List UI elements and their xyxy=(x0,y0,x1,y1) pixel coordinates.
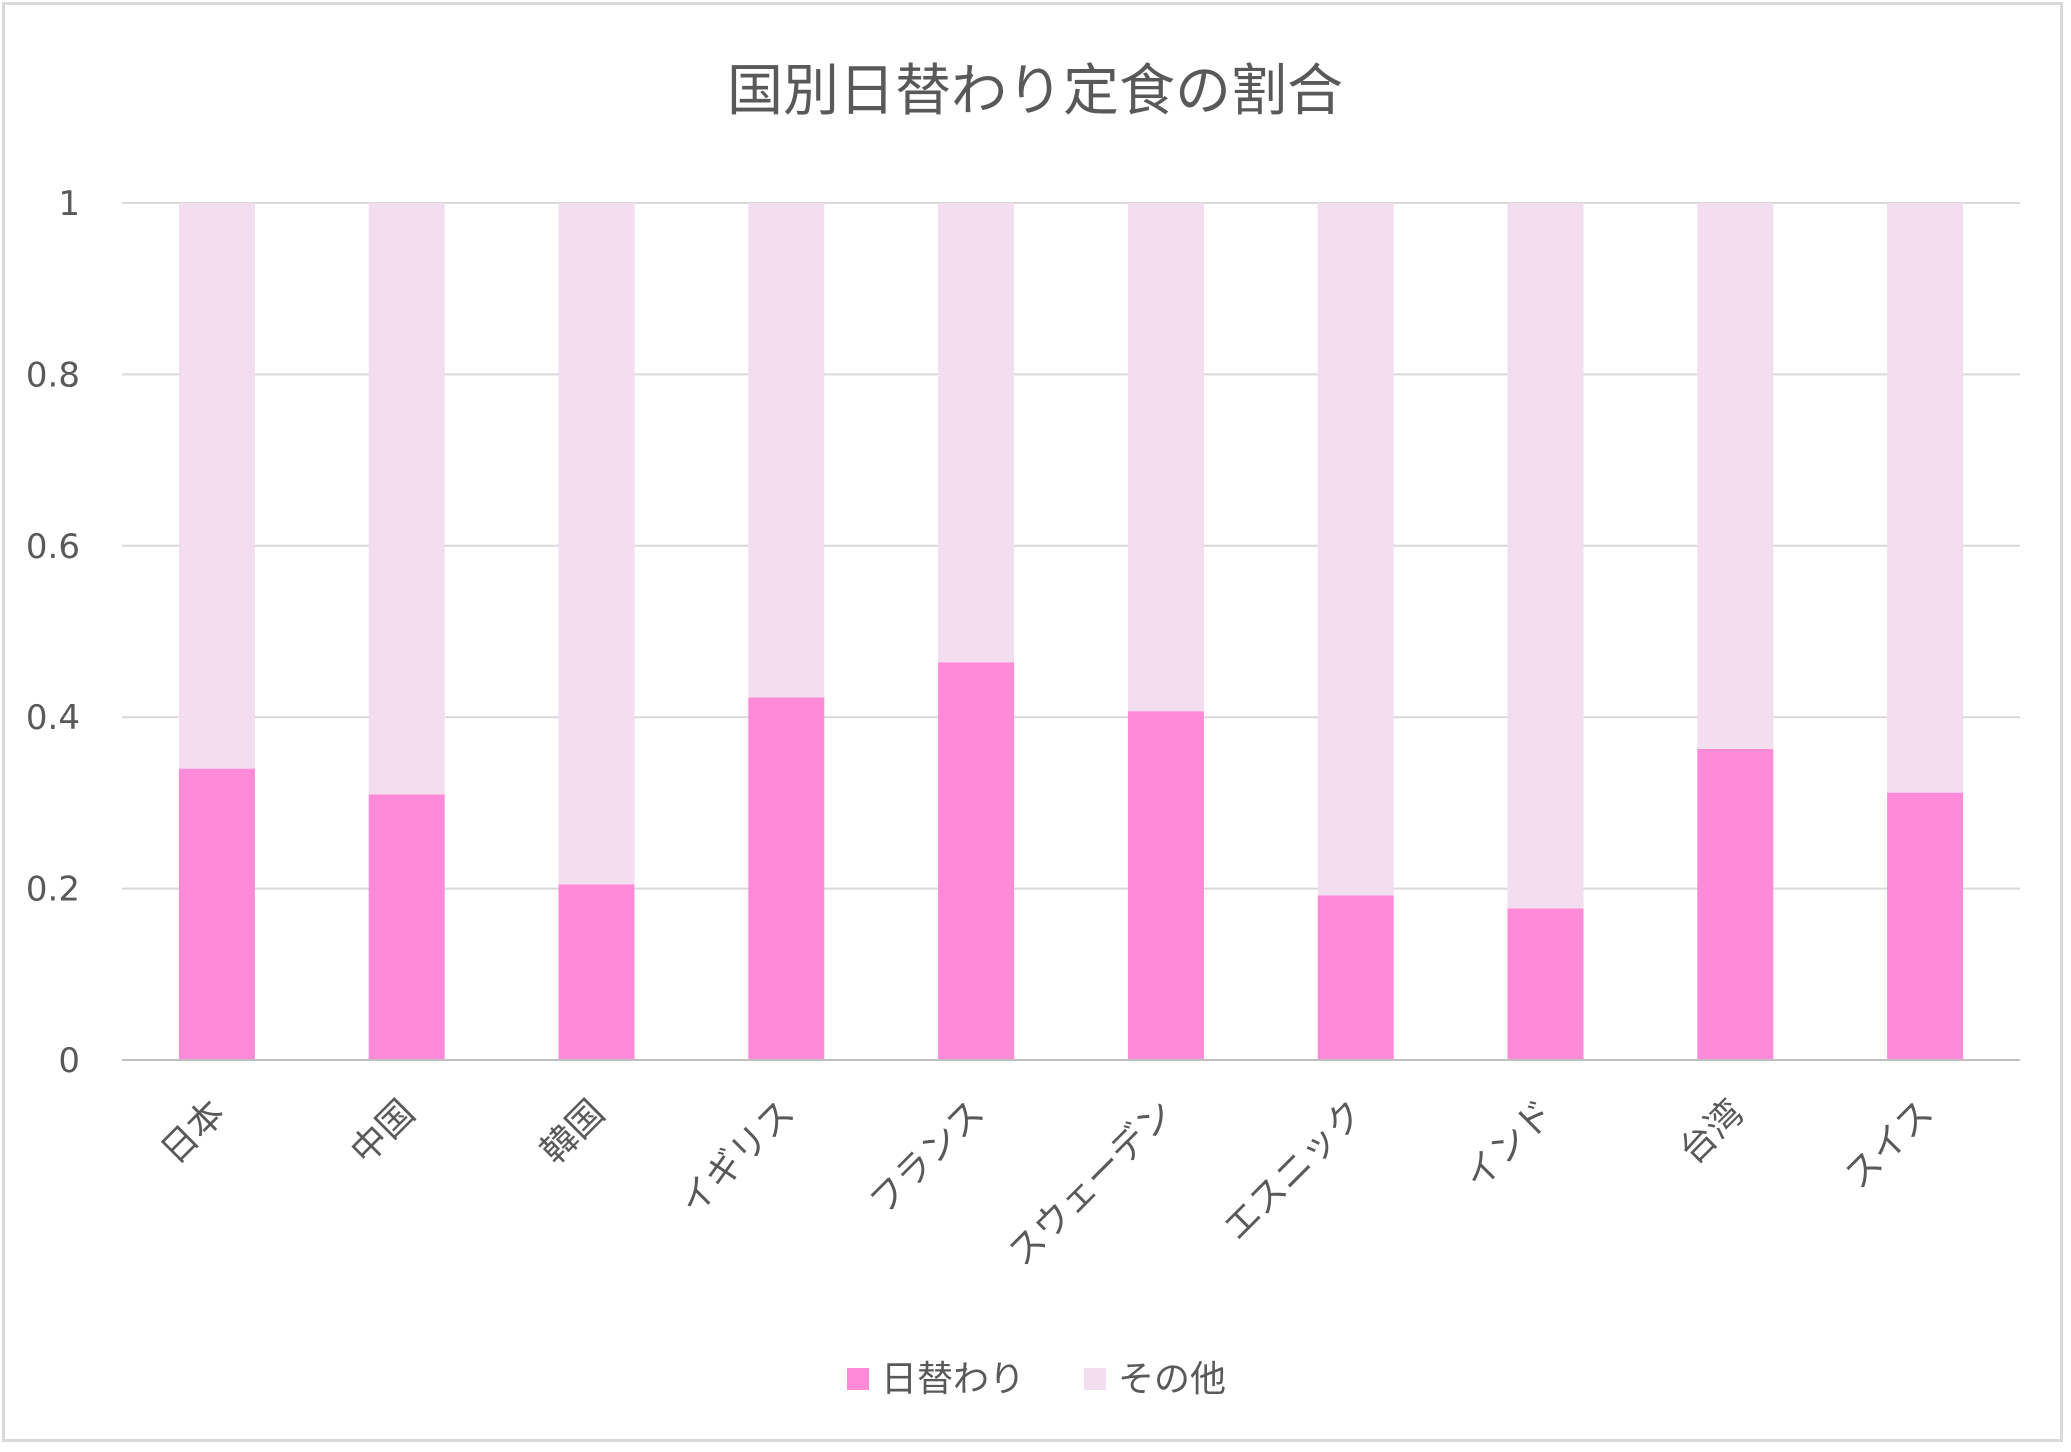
bar-daily xyxy=(368,794,445,1060)
y-tick-label: 0 xyxy=(58,1041,80,1081)
x-tick-label: イギリス xyxy=(672,1092,803,1223)
bar-daily xyxy=(1317,895,1394,1060)
x-tick-label: フランス xyxy=(862,1092,992,1222)
legend-swatch-other xyxy=(1084,1368,1106,1390)
bar-daily xyxy=(1887,792,1964,1060)
bar-other xyxy=(938,203,1015,663)
y-tick-label: 1 xyxy=(58,184,80,224)
legend-swatch-daily xyxy=(847,1368,869,1390)
bar-other xyxy=(1127,203,1204,712)
bar-other xyxy=(1507,203,1584,909)
bar-other xyxy=(1697,203,1774,749)
x-tick-label: 韓国 xyxy=(533,1092,613,1172)
y-tick-label: 0.8 xyxy=(26,355,80,395)
x-tick-label: スウェーデン xyxy=(1001,1092,1183,1274)
x-axis: 日本 中国 韓国 イギリス フランス スウェーデン エスニック インド 台湾 スイス xyxy=(122,1059,2020,1274)
bar-other xyxy=(178,203,255,769)
y-tick-label: 0.2 xyxy=(26,870,80,910)
x-tick-label: エスニック xyxy=(1216,1092,1372,1248)
bar-other xyxy=(368,203,445,795)
bar-daily xyxy=(558,884,635,1060)
bar-daily xyxy=(1697,748,1774,1060)
legend: 日替わり その他 xyxy=(847,1359,1226,1400)
bar-other xyxy=(1887,203,1964,793)
bar-daily xyxy=(748,697,825,1060)
x-tick-label: 日本 xyxy=(153,1092,233,1172)
x-tick-label: インド xyxy=(1456,1092,1561,1197)
chart-title: 国別日替わり定食の割合 xyxy=(727,59,1343,124)
x-tick-label: 中国 xyxy=(343,1092,423,1172)
y-axis: 0 0.2 0.4 0.6 0.8 1 xyxy=(26,184,80,1081)
x-tick-label: スイス xyxy=(1837,1092,1942,1197)
bar-daily xyxy=(178,768,255,1060)
x-tick-label: 台湾 xyxy=(1672,1092,1752,1172)
bar-other xyxy=(1317,203,1394,896)
bar-daily xyxy=(1507,908,1584,1060)
y-tick-label: 0.4 xyxy=(26,698,80,738)
legend-label-other: その他 xyxy=(1118,1359,1226,1400)
y-tick-label: 0.6 xyxy=(26,527,80,567)
legend-label-daily: 日替わり xyxy=(881,1359,1025,1400)
bar-other xyxy=(558,203,635,885)
bars xyxy=(178,203,1964,1060)
bar-other xyxy=(748,203,825,698)
bar-daily xyxy=(1127,711,1204,1060)
bar-daily xyxy=(938,662,1015,1060)
